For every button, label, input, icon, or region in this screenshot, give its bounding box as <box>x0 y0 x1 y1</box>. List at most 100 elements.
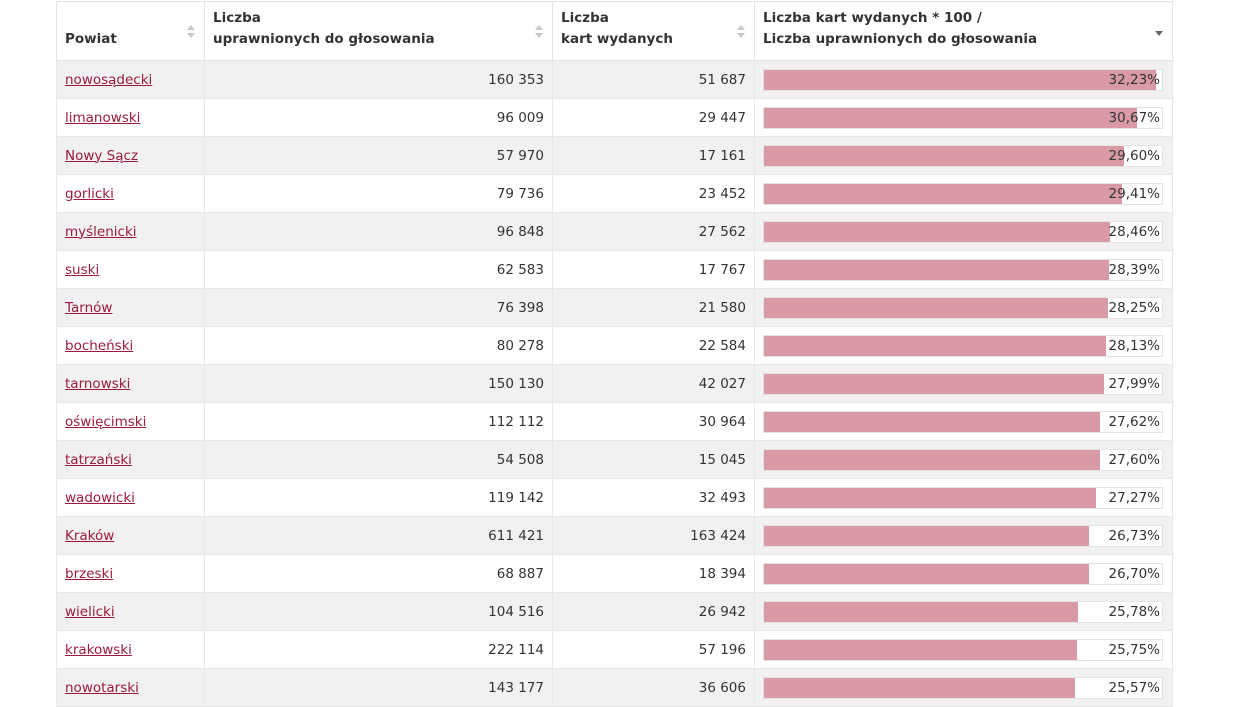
cell-uprawnieni: 104 516 <box>204 592 553 631</box>
cell-karty: 30 964 <box>552 402 755 441</box>
ratio-bar-fill <box>764 107 1138 128</box>
cell-powiat: suski <box>56 250 205 289</box>
sort-icon[interactable] <box>186 25 196 39</box>
powiat-link[interactable]: Tarnów <box>65 299 113 316</box>
powiat-link[interactable]: brzeski <box>65 565 114 582</box>
header-powiat[interactable]: Powiat <box>56 1 205 61</box>
cell-uprawnieni: 143 177 <box>204 668 553 707</box>
ratio-bar-fill <box>764 449 1100 470</box>
ratio-bar: 27,60% <box>763 448 1163 471</box>
ratio-value: 30,67% <box>1108 109 1160 126</box>
ratio-value: 28,39% <box>1108 261 1160 278</box>
powiat-link[interactable]: tatrzański <box>65 451 132 468</box>
ratio-bar: 32,23% <box>763 68 1163 91</box>
cell-uprawnieni: 79 736 <box>204 174 553 213</box>
ratio-bar: 26,70% <box>763 562 1163 585</box>
powiat-link[interactable]: bocheński <box>65 337 134 354</box>
cell-karty: 163 424 <box>552 516 755 555</box>
ratio-bar-fill <box>764 525 1090 546</box>
ratio-bar-fill <box>764 69 1157 90</box>
cell-ratio: 29,60% <box>754 136 1173 175</box>
cell-ratio: 27,62% <box>754 402 1173 441</box>
cell-ratio: 26,70% <box>754 554 1173 593</box>
cell-powiat: krakowski <box>56 630 205 669</box>
cell-powiat: myślenicki <box>56 212 205 251</box>
cell-powiat: limanowski <box>56 98 205 137</box>
cell-karty: 42 027 <box>552 364 755 403</box>
table-row: wielicki 104 516 26 942 25,78% <box>56 592 1173 631</box>
table-row: Nowy Sącz 57 970 17 161 29,60% <box>56 136 1173 175</box>
sort-icon[interactable] <box>736 25 746 39</box>
cell-uprawnieni: 96 009 <box>204 98 553 137</box>
sort-icon[interactable] <box>534 25 544 39</box>
ratio-bar: 25,78% <box>763 600 1163 623</box>
header-uprawnionych-line2: uprawnionych do głosowania <box>213 31 435 47</box>
cell-powiat: wielicki <box>56 592 205 631</box>
ratio-bar-fill <box>764 601 1078 622</box>
table-row: myślenicki 96 848 27 562 28,46% <box>56 212 1173 251</box>
cell-uprawnieni: 119 142 <box>204 478 553 517</box>
powiat-link[interactable]: Kraków <box>65 527 115 544</box>
ratio-value: 25,75% <box>1108 641 1160 658</box>
header-kart-line1: Liczba <box>561 10 609 26</box>
ratio-bar: 28,46% <box>763 220 1163 243</box>
header-ratio[interactable]: Liczba kart wydanych * 100 / Liczba upra… <box>754 1 1173 61</box>
powiat-link[interactable]: myślenicki <box>65 223 137 240</box>
ratio-value: 28,13% <box>1108 337 1160 354</box>
powiat-link[interactable]: Nowy Sącz <box>65 147 139 164</box>
powiat-link[interactable]: nowotarski <box>65 679 139 696</box>
ratio-bar-fill <box>764 487 1096 508</box>
ratio-value: 27,60% <box>1108 451 1160 468</box>
cell-ratio: 29,41% <box>754 174 1173 213</box>
ratio-value: 32,23% <box>1108 71 1160 88</box>
ratio-bar-fill <box>764 373 1105 394</box>
cell-powiat: brzeski <box>56 554 205 593</box>
powiat-link[interactable]: wielicki <box>65 603 115 620</box>
header-powiat-label: Powiat <box>65 31 117 47</box>
cell-karty: 29 447 <box>552 98 755 137</box>
powiat-link[interactable]: wadowicki <box>65 489 135 506</box>
cell-powiat: tatrzański <box>56 440 205 479</box>
table-row: oświęcimski 112 112 30 964 27,62% <box>56 402 1173 441</box>
cell-powiat: bocheński <box>56 326 205 365</box>
powiat-link[interactable]: limanowski <box>65 109 141 126</box>
cell-uprawnieni: 611 421 <box>204 516 553 555</box>
table-row: Tarnów 76 398 21 580 28,25% <box>56 288 1173 327</box>
powiat-link[interactable]: nowosądecki <box>65 71 153 88</box>
table-row: Kraków 611 421 163 424 26,73% <box>56 516 1173 555</box>
ratio-value: 27,62% <box>1108 413 1160 430</box>
table-row: suski 62 583 17 767 28,39% <box>56 250 1173 289</box>
cell-powiat: wadowicki <box>56 478 205 517</box>
cell-uprawnieni: 160 353 <box>204 60 553 99</box>
header-uprawnionych-line1: Liczba <box>213 10 261 26</box>
ratio-bar: 26,73% <box>763 524 1163 547</box>
cell-uprawnieni: 150 130 <box>204 364 553 403</box>
cell-ratio: 28,46% <box>754 212 1173 251</box>
cell-karty: 26 942 <box>552 592 755 631</box>
header-ratio-line2: Liczba uprawnionych do głosowania <box>763 31 1038 47</box>
cell-uprawnieni: 62 583 <box>204 250 553 289</box>
ratio-bar: 25,75% <box>763 638 1163 661</box>
cell-powiat: tarnowski <box>56 364 205 403</box>
table-row: nowotarski 143 177 36 606 25,57% <box>56 668 1173 707</box>
powiat-link[interactable]: krakowski <box>65 641 132 658</box>
cell-uprawnieni: 68 887 <box>204 554 553 593</box>
powiat-link[interactable]: tarnowski <box>65 375 131 392</box>
ratio-value: 25,78% <box>1108 603 1160 620</box>
cell-ratio: 28,39% <box>754 250 1173 289</box>
cell-ratio: 32,23% <box>754 60 1173 99</box>
sort-desc-icon[interactable] <box>1154 25 1164 39</box>
cell-ratio: 30,67% <box>754 98 1173 137</box>
powiat-link[interactable]: suski <box>65 261 100 278</box>
cell-karty: 51 687 <box>552 60 755 99</box>
ratio-value: 26,73% <box>1108 527 1160 544</box>
cell-karty: 32 493 <box>552 478 755 517</box>
cell-uprawnieni: 80 278 <box>204 326 553 365</box>
powiat-link[interactable]: oświęcimski <box>65 413 147 430</box>
ratio-bar-fill <box>764 221 1111 242</box>
header-uprawnionych[interactable]: Liczba uprawnionych do głosowania <box>204 1 553 61</box>
header-kart[interactable]: Liczba kart wydanych <box>552 1 755 61</box>
ratio-bar: 27,62% <box>763 410 1163 433</box>
powiat-link[interactable]: gorlicki <box>65 185 114 202</box>
cell-ratio: 27,27% <box>754 478 1173 517</box>
